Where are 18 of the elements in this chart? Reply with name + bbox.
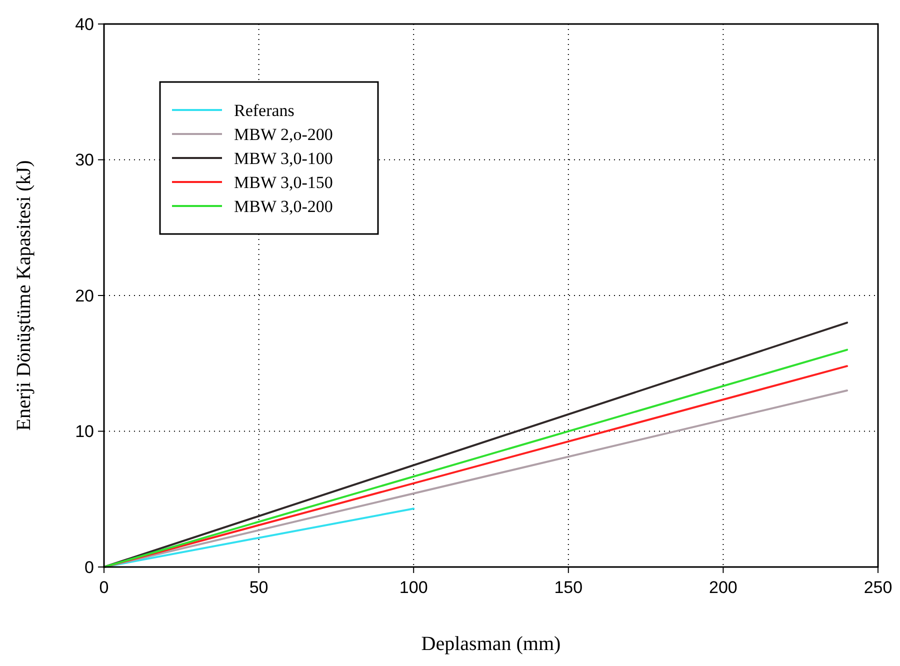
y-axis-title: Enerji Dönüştüme Kapasitesi (kJ) (13, 160, 35, 431)
x-tick-label: 0 (99, 578, 109, 597)
x-tick-label: 200 (709, 578, 738, 597)
y-tick-label: 10 (75, 422, 94, 442)
y-tick-label: 40 (75, 14, 94, 34)
x-axis-title: Deplasman (mm) (421, 633, 561, 655)
y-tick-label: 30 (75, 150, 94, 170)
y-tick-label: 0 (84, 558, 94, 577)
x-tick-label: 50 (249, 578, 268, 597)
x-tick-label: 100 (399, 578, 428, 597)
y-tick-label: 20 (75, 286, 94, 306)
x-tick-label: 150 (554, 578, 583, 597)
legend-label: MBW 3,0-200 (234, 196, 333, 216)
legend-label: MBW 2,o-200 (234, 124, 333, 144)
legend-label: MBW 3,0-100 (234, 148, 333, 168)
legend-label: Referans (234, 100, 294, 120)
x-tick-label: 250 (864, 578, 892, 597)
legend-label: MBW 3,0-150 (234, 172, 333, 192)
